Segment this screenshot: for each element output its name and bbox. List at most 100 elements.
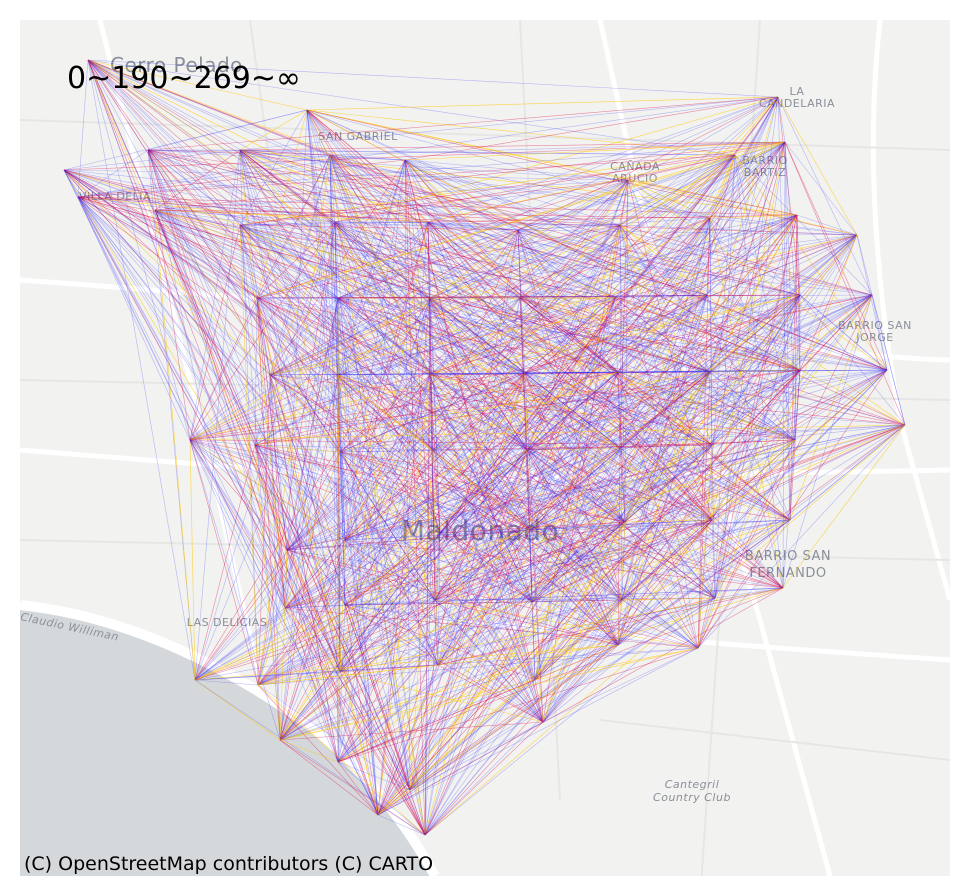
edge	[344, 439, 796, 541]
edge	[617, 217, 711, 373]
edge	[269, 374, 619, 646]
edge	[427, 221, 708, 296]
edge	[404, 159, 621, 226]
edge	[344, 294, 708, 541]
edge	[147, 149, 379, 816]
edge	[404, 159, 426, 836]
edge	[432, 449, 536, 681]
edge	[87, 59, 286, 609]
edge	[344, 532, 441, 606]
edge	[254, 141, 786, 446]
edge	[344, 374, 431, 541]
edge	[429, 374, 441, 534]
edge	[337, 294, 801, 763]
edge	[337, 297, 526, 374]
edge	[337, 374, 531, 531]
edge	[434, 599, 699, 649]
edge	[339, 529, 531, 673]
edge	[782, 294, 873, 589]
edge	[409, 721, 544, 791]
edge	[619, 439, 796, 449]
edge	[154, 209, 796, 441]
edge	[279, 644, 619, 741]
edge	[709, 217, 784, 589]
edge	[432, 234, 858, 451]
edge	[734, 154, 796, 441]
edge	[337, 532, 441, 763]
edge	[154, 209, 434, 451]
edge	[627, 179, 888, 371]
edge	[789, 424, 906, 521]
edge	[526, 294, 801, 451]
edge	[337, 529, 531, 763]
edge	[429, 297, 526, 374]
edge	[377, 521, 626, 816]
edge	[286, 549, 339, 763]
edge	[711, 369, 801, 521]
edge	[432, 294, 873, 451]
edge	[239, 149, 888, 371]
edge	[334, 221, 341, 673]
edge	[63, 169, 626, 523]
edge	[344, 372, 526, 606]
edge	[284, 607, 439, 666]
edge	[439, 372, 526, 534]
edge	[337, 374, 623, 601]
edge	[337, 297, 623, 601]
edge	[434, 597, 716, 601]
edge	[614, 297, 621, 449]
edge	[344, 539, 436, 601]
edge	[337, 224, 621, 299]
edge	[614, 154, 736, 299]
edge	[256, 141, 786, 299]
edge	[194, 679, 259, 686]
edge	[279, 444, 713, 741]
edge	[529, 234, 858, 531]
edge	[434, 519, 791, 601]
edge	[424, 519, 713, 836]
edge	[189, 371, 619, 441]
edge	[531, 424, 906, 603]
edge	[306, 109, 626, 523]
edge	[284, 519, 791, 609]
edge	[329, 154, 431, 376]
edge	[306, 109, 711, 219]
edge	[526, 449, 533, 603]
edge	[714, 154, 736, 599]
edge	[77, 196, 339, 763]
edge	[519, 297, 713, 521]
edge	[404, 159, 796, 441]
edge	[534, 294, 801, 681]
edge	[254, 221, 336, 446]
edge	[424, 294, 873, 836]
edge	[269, 374, 906, 426]
attribution: (C) OpenStreetMap contributors (C) CARTO	[24, 853, 433, 875]
edge	[439, 532, 619, 646]
edge	[63, 169, 544, 723]
edge	[409, 294, 801, 791]
edge	[377, 814, 426, 836]
edge	[409, 229, 519, 791]
edge	[269, 374, 434, 451]
edge	[614, 297, 801, 371]
edge	[711, 214, 798, 446]
edge	[531, 369, 888, 603]
edge	[429, 297, 796, 441]
edge	[87, 59, 713, 446]
edge	[257, 159, 406, 686]
edge	[279, 439, 796, 741]
edge	[777, 96, 873, 296]
edge	[339, 451, 436, 601]
edge	[337, 374, 713, 446]
edge	[871, 294, 888, 371]
edge	[194, 679, 281, 741]
edge	[269, 221, 429, 376]
edge	[269, 221, 336, 376]
edge	[429, 297, 441, 534]
edge	[257, 297, 339, 686]
edge	[337, 597, 716, 763]
edge	[517, 179, 629, 231]
edge	[239, 149, 288, 551]
edge	[734, 154, 784, 589]
edge	[524, 372, 796, 441]
